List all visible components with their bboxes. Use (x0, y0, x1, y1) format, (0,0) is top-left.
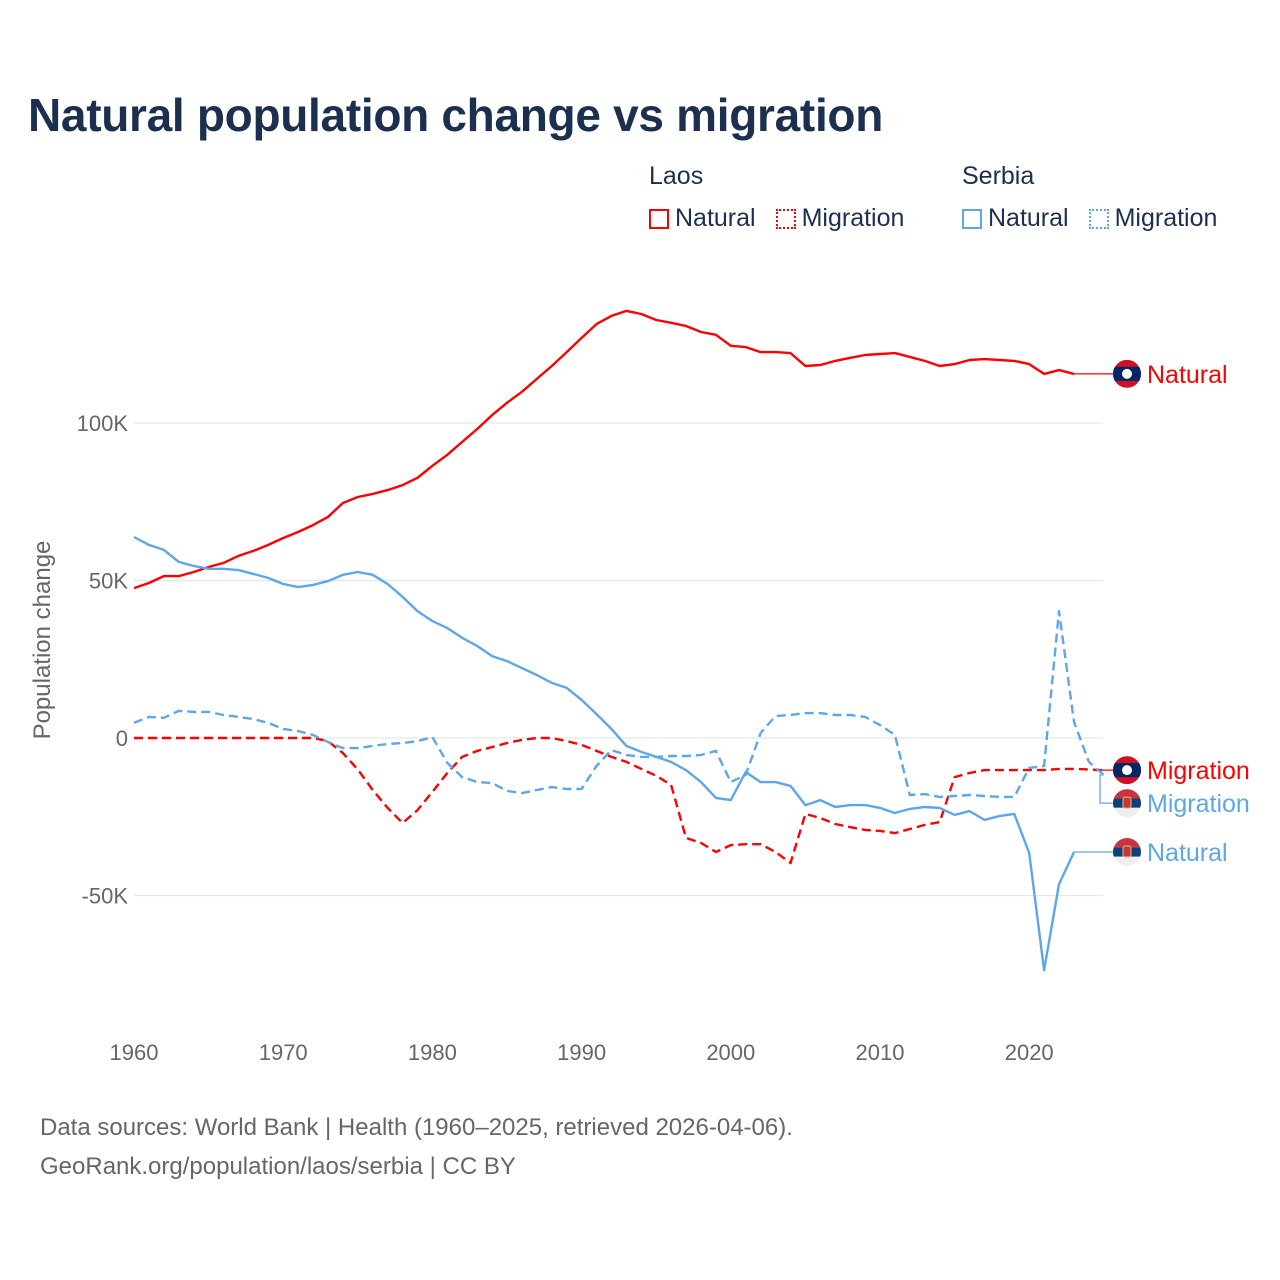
x-tick-label: 2000 (706, 1040, 755, 1065)
x-tick-label: 2020 (1005, 1040, 1054, 1065)
label-connector (1099, 774, 1115, 804)
x-tick-label: 1970 (259, 1040, 308, 1065)
series-line-serbia-migration[interactable] (133, 609, 1105, 799)
laos-flag-icon (1113, 756, 1141, 785)
y-tick-label: 0 (116, 726, 128, 751)
legend-swatch-solid (962, 208, 982, 229)
end-label-laos-natural: Natural (1147, 361, 1228, 389)
y-axis-ticks: 100K 50K 0 -50K (77, 411, 129, 909)
x-axis-ticks: 1960 1970 1980 1990 2000 2010 2020 (110, 1040, 1054, 1065)
end-label-laos-migration: Migration (1147, 757, 1250, 785)
x-tick-label: 2010 (856, 1040, 905, 1065)
legend-item-serbia-migration[interactable]: Migration (1088, 204, 1218, 233)
source-line: Data sources: World Bank | Health (1960–… (40, 1114, 793, 1141)
y-tick-label: 100K (77, 411, 129, 436)
series-line-laos-natural[interactable] (133, 309, 1075, 590)
legend-label: Natural (988, 204, 1069, 232)
series-line-serbia-natural[interactable] (133, 535, 1076, 972)
legend-item-laos-natural[interactable]: Natural (649, 204, 756, 233)
legend-group-serbia: Serbia Natural Migration (962, 162, 1217, 233)
end-labels: Natural Migration Migration Natural (1113, 359, 1250, 867)
end-label-serbia-migration: Migration (1147, 790, 1250, 818)
gridlines (134, 422, 1103, 897)
legend-item-serbia-natural[interactable]: Natural (962, 204, 1069, 233)
legend-label: Migration (1114, 204, 1218, 232)
end-label-serbia-natural: Natural (1147, 839, 1228, 867)
source-note: Data sources: World Bank | Health (1960–… (40, 1108, 793, 1186)
serbia-flag-icon (1113, 789, 1141, 818)
legend-swatch-dotted (1088, 208, 1109, 229)
legend-item-laos-migration[interactable]: Migration (775, 204, 905, 233)
chart-title: Natural population change vs migration (28, 89, 884, 141)
y-axis-label: Population change (29, 541, 56, 740)
legend-group-laos: Laos Natural Migration (649, 162, 904, 233)
serbia-flag-icon (1113, 838, 1141, 867)
legend-group-title: Serbia (962, 162, 1035, 190)
x-tick-label: 1960 (110, 1040, 159, 1065)
x-tick-label: 1990 (557, 1040, 606, 1065)
source-link[interactable]: GeoRank.org/population/laos/serbia | CC … (40, 1153, 516, 1180)
laos-flag-icon (1113, 359, 1141, 388)
legend-swatch-dotted (775, 208, 796, 229)
series-lines (133, 309, 1115, 972)
legend-label: Migration (801, 204, 905, 232)
y-tick-label: -50K (82, 884, 129, 909)
legend-label: Natural (675, 204, 756, 232)
x-tick-label: 1980 (408, 1040, 457, 1065)
legend-swatch-solid (649, 208, 669, 229)
y-tick-label: 50K (89, 569, 128, 594)
series-line-laos-migration[interactable] (134, 736, 1104, 865)
legend-group-title: Laos (649, 162, 704, 190)
